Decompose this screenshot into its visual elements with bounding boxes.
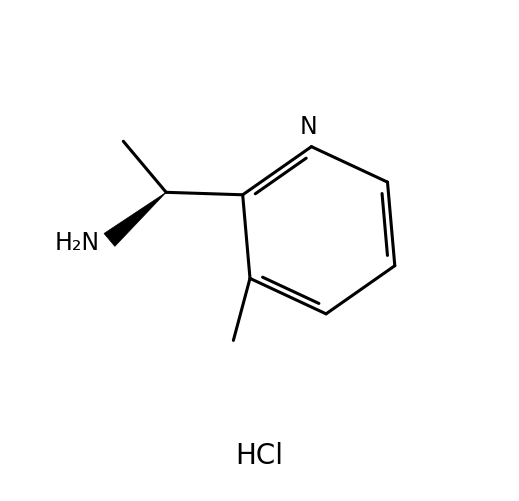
Text: HCl: HCl <box>236 441 283 469</box>
Text: H₂N: H₂N <box>54 231 100 255</box>
Polygon shape <box>104 193 166 247</box>
Text: N: N <box>300 115 318 138</box>
